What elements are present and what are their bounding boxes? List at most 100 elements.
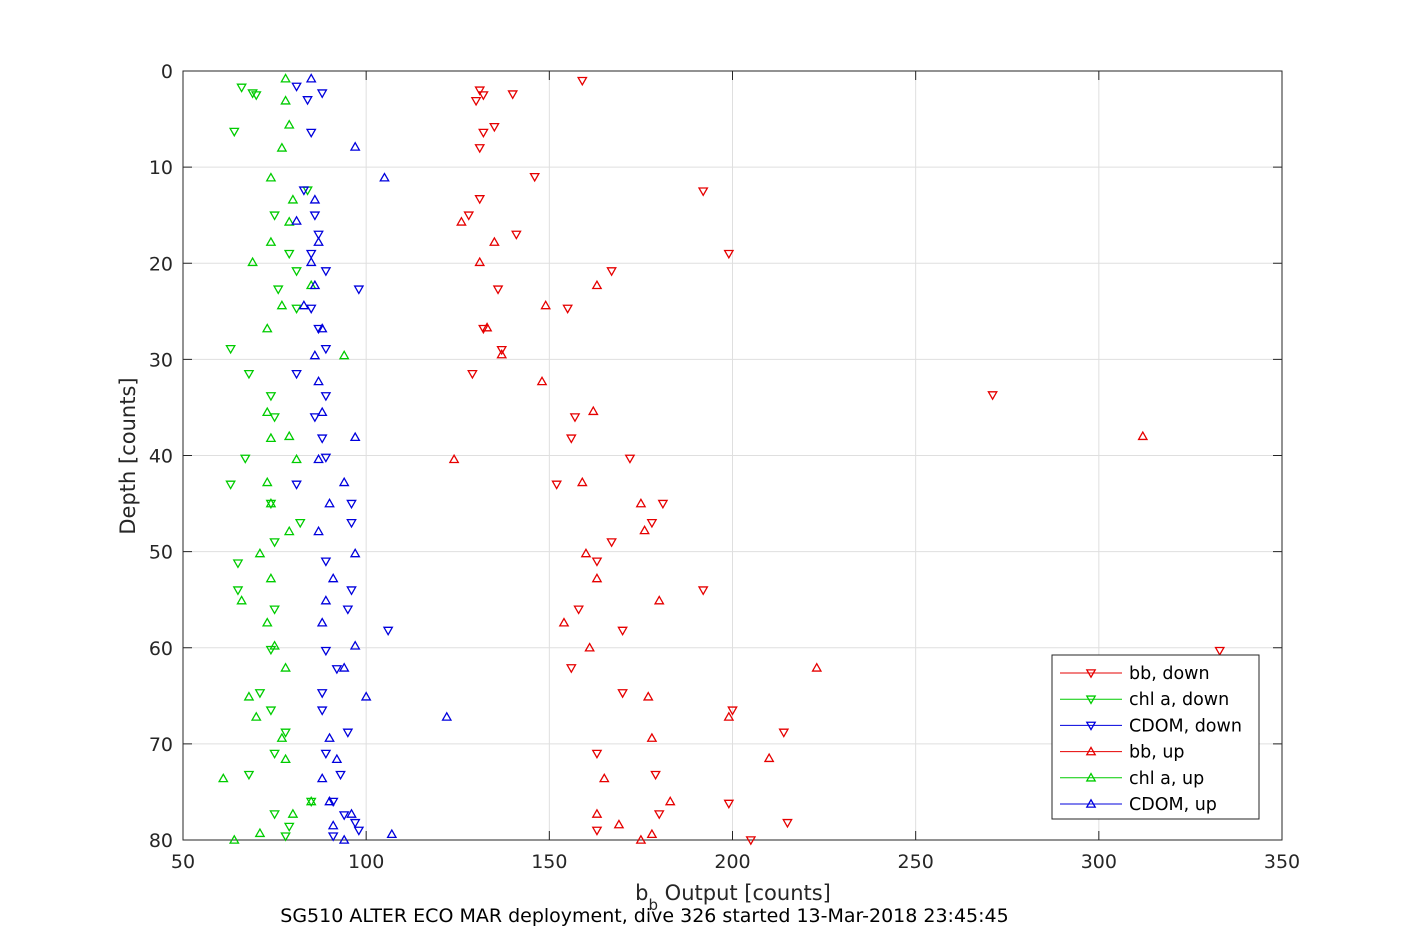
legend-marker — [1085, 669, 1097, 679]
data-point — [591, 279, 603, 290]
data-point — [467, 369, 478, 380]
data-point — [276, 300, 288, 310]
data-point — [320, 392, 332, 402]
data-point — [346, 499, 357, 510]
data-point — [474, 256, 486, 267]
data-point — [327, 820, 339, 830]
data-point — [811, 662, 823, 672]
legend-marker — [1085, 746, 1097, 756]
x-tick-label: 300 — [1081, 851, 1117, 873]
data-point — [316, 323, 328, 333]
data-point — [269, 749, 280, 759]
data-point — [573, 605, 584, 615]
data-point — [254, 689, 266, 699]
data-point — [247, 89, 258, 99]
data-point — [507, 90, 519, 100]
data-point — [346, 518, 357, 529]
data-point — [474, 144, 486, 154]
data-point — [489, 122, 500, 133]
data-point — [276, 732, 288, 742]
data-point — [287, 808, 299, 818]
data-point — [338, 811, 350, 821]
data-point — [606, 538, 617, 548]
series-cdom-down — [291, 82, 394, 842]
data-point — [261, 476, 273, 487]
data-point — [291, 453, 302, 464]
data-point — [265, 573, 277, 583]
series-chl-a-up — [217, 73, 350, 844]
data-point — [624, 454, 636, 464]
data-point — [536, 375, 548, 386]
data-point — [338, 476, 350, 487]
data-point — [492, 285, 504, 295]
x-tick-label: 250 — [898, 851, 934, 873]
data-point — [763, 752, 775, 763]
data-point — [327, 573, 339, 583]
data-point — [269, 413, 280, 423]
legend: bb, down chl a, down CDOM, down bb, up chl a… — [1051, 654, 1260, 820]
data-point — [217, 772, 229, 783]
data-point — [265, 432, 277, 442]
data-point — [320, 557, 332, 567]
data-point — [441, 711, 453, 721]
data-point — [283, 249, 295, 260]
data-point — [236, 595, 247, 605]
data-point — [320, 453, 332, 463]
data-point — [291, 267, 302, 277]
data-point — [225, 345, 236, 355]
legend-marker — [1085, 695, 1097, 705]
data-point — [320, 646, 332, 657]
data-point — [723, 711, 735, 721]
x-tick-label: 100 — [348, 851, 384, 873]
x-axis-label: bb Output [counts] — [635, 881, 831, 914]
data-point — [650, 770, 661, 781]
data-point — [448, 453, 460, 464]
data-point — [265, 172, 277, 182]
data-markers — [217, 73, 1226, 846]
data-point — [338, 350, 350, 360]
data-point — [727, 706, 738, 716]
data-point — [243, 770, 255, 781]
data-point — [496, 349, 508, 359]
data-point — [646, 828, 658, 839]
data-point — [723, 799, 735, 809]
data-point — [598, 772, 610, 783]
data-point — [316, 89, 328, 99]
y-tick-label: 10 — [149, 157, 173, 179]
data-point — [723, 249, 735, 260]
y-axis-label: Depth [counts] — [116, 377, 140, 534]
x-axis-label-main: b — [635, 881, 648, 905]
legend-item: bb, up — [1060, 743, 1185, 763]
data-point — [243, 369, 255, 380]
data-point — [646, 518, 658, 529]
data-point — [635, 834, 647, 844]
data-point — [305, 128, 317, 139]
legend-item: CDOM, down — [1060, 716, 1242, 736]
data-point — [298, 300, 310, 310]
data-point — [269, 605, 280, 615]
data-point — [591, 808, 603, 818]
data-point — [320, 267, 332, 277]
data-point — [331, 753, 343, 764]
data-point — [551, 480, 562, 490]
data-point — [646, 732, 658, 742]
data-point — [576, 76, 588, 87]
data-point — [591, 557, 603, 567]
data-point — [558, 617, 570, 627]
data-point — [261, 406, 273, 417]
data-point — [353, 826, 365, 836]
data-point — [291, 480, 302, 490]
legend-box — [1051, 654, 1260, 820]
x-tick-label: 50 — [171, 851, 195, 873]
data-point — [291, 215, 302, 225]
data-point — [280, 73, 291, 83]
legend-label: bb, down — [1129, 664, 1210, 684]
data-point — [474, 195, 486, 205]
data-point — [250, 91, 262, 101]
data-point — [305, 249, 317, 260]
data-point — [269, 640, 280, 650]
data-point — [265, 498, 277, 508]
data-point — [269, 810, 280, 820]
y-tick-label: 80 — [149, 830, 173, 852]
legend-item: chl a, up — [1060, 769, 1204, 789]
